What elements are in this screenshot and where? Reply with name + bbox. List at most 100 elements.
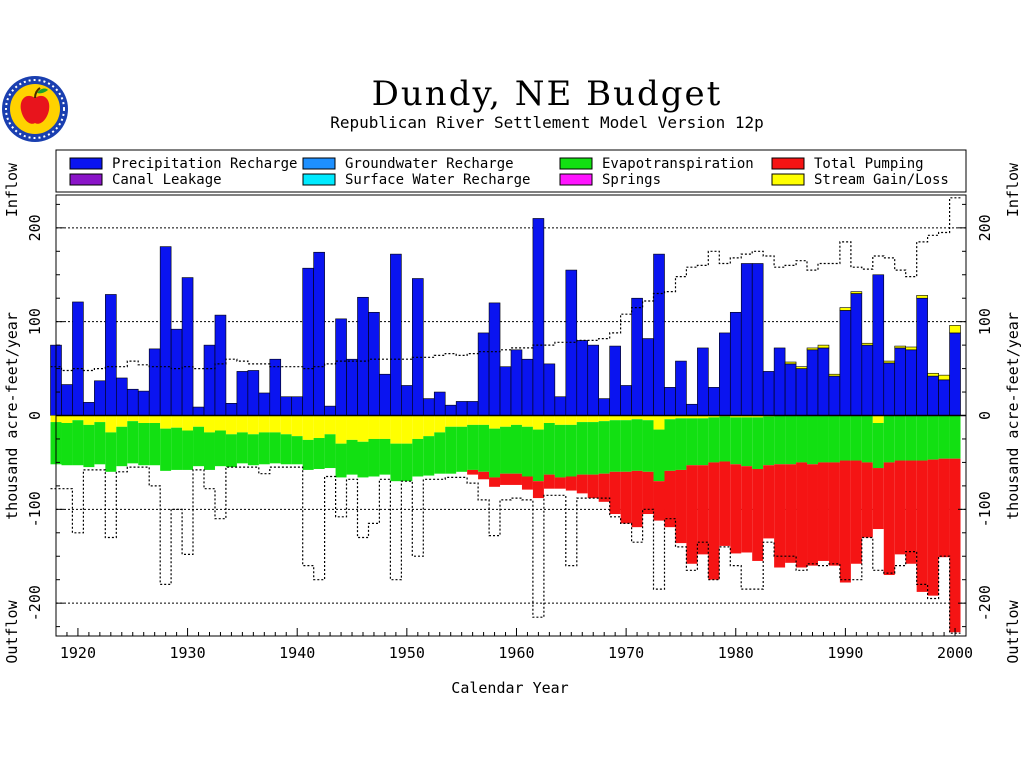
bar-segment xyxy=(346,358,358,416)
bar-segment xyxy=(675,360,687,416)
bar-segment xyxy=(390,253,402,416)
bar-segment xyxy=(916,295,928,299)
bar-segment xyxy=(752,415,764,418)
bar-segment xyxy=(729,311,742,416)
bar-segment xyxy=(554,424,566,478)
bar-segment xyxy=(126,388,139,416)
bar-segment xyxy=(225,403,238,416)
legend-swatch xyxy=(69,157,103,170)
bar-segment xyxy=(686,418,698,466)
bar-segment xyxy=(554,396,567,416)
bar-segment xyxy=(894,345,906,349)
legend-swatch xyxy=(771,173,805,186)
bar-segment xyxy=(905,415,917,461)
bar-segment xyxy=(894,460,906,555)
bar-segment xyxy=(532,429,544,482)
bar-segment xyxy=(774,464,786,568)
outflow-label-right: Outflow xyxy=(1004,599,1022,663)
bar-segment xyxy=(850,293,863,416)
legend-label: Precipitation Recharge xyxy=(112,156,297,172)
ytick-label-left: 0 xyxy=(26,411,44,420)
bar-segment xyxy=(500,426,511,474)
bar-segment xyxy=(543,415,555,424)
bar-segment xyxy=(291,415,303,437)
legend-label: Canal Leakage xyxy=(112,172,222,188)
bar-segment xyxy=(949,458,961,633)
bar-segment xyxy=(883,362,896,416)
chart-axes: -200 -200 -100 -100 0 0 100 100 200 200 1920 1930 19… xyxy=(3,162,1022,697)
bar-segment xyxy=(105,432,117,472)
bar-segment xyxy=(105,415,117,433)
bar-segment xyxy=(467,424,479,470)
bar-segment xyxy=(236,371,249,416)
bar-segment xyxy=(390,415,402,444)
bar-segment xyxy=(795,368,808,416)
bar-segment xyxy=(72,415,84,421)
bar-segment xyxy=(379,415,391,439)
bar-segment xyxy=(193,415,205,427)
bar-segment xyxy=(631,297,643,416)
bar-segment xyxy=(949,415,961,459)
legend-box xyxy=(55,149,967,193)
bar-segment xyxy=(291,436,303,465)
bar-segment xyxy=(752,417,764,469)
chart-title: Dundy, NE Budget xyxy=(371,74,723,114)
bar-segment xyxy=(61,415,73,424)
bar-segment xyxy=(796,462,808,568)
bar-segment xyxy=(883,360,896,364)
bar-segment xyxy=(609,345,621,416)
bar-segment xyxy=(927,459,939,596)
bar-segment xyxy=(390,443,402,482)
bar-segment xyxy=(160,415,172,429)
bar-segment xyxy=(422,398,435,416)
bar-segment xyxy=(456,415,468,427)
bar-segment xyxy=(368,415,380,439)
bar-segment xyxy=(500,473,511,485)
bar-segment xyxy=(379,373,391,416)
bar-segment xyxy=(532,481,544,499)
bar-segment xyxy=(159,246,172,416)
bar-segment xyxy=(807,415,818,465)
bar-segment xyxy=(138,423,150,466)
bar-segment xyxy=(357,415,369,442)
bar-segment xyxy=(719,416,731,462)
bar-segment xyxy=(609,420,621,472)
bar-segment xyxy=(148,348,161,416)
bar-segment xyxy=(664,419,676,471)
bar-segment xyxy=(543,363,556,416)
bar-segment xyxy=(839,310,852,416)
legend-label: Groundwater Recharge xyxy=(345,156,514,172)
bar-segment xyxy=(850,291,863,294)
bar-segment xyxy=(697,418,709,466)
bar-segment xyxy=(302,439,314,470)
bar-segment xyxy=(554,477,566,489)
xtick-label: 1990 xyxy=(827,644,863,662)
bar-segment xyxy=(335,443,347,478)
legend-label: Evapotranspiration xyxy=(602,156,754,172)
bar-segment xyxy=(576,415,588,423)
bar-segment xyxy=(774,415,786,465)
bar-segment xyxy=(949,332,961,416)
bar-segment xyxy=(477,332,490,416)
legend-label: Surface Water Recharge xyxy=(345,172,530,188)
bar-segment xyxy=(631,415,643,420)
bar-segment xyxy=(412,415,424,439)
bar-segment xyxy=(499,366,512,416)
bar-segment xyxy=(412,278,424,416)
bar-segment xyxy=(664,470,676,528)
bar-segment xyxy=(916,415,928,461)
bar-segment xyxy=(554,415,566,425)
bar-segment xyxy=(182,430,194,470)
bar-segment xyxy=(565,476,577,491)
bar-segment xyxy=(576,340,589,416)
legend-swatch xyxy=(559,157,593,170)
bar-segment xyxy=(730,417,742,465)
bar-segment xyxy=(609,471,621,515)
ytick-label-right: -200 xyxy=(976,585,994,621)
bar-segment xyxy=(412,438,424,477)
bar-segment xyxy=(861,344,874,416)
bar-segment xyxy=(368,311,380,416)
bar-segment xyxy=(204,415,215,433)
bar-segment xyxy=(894,347,906,416)
bar-segment xyxy=(116,377,128,416)
